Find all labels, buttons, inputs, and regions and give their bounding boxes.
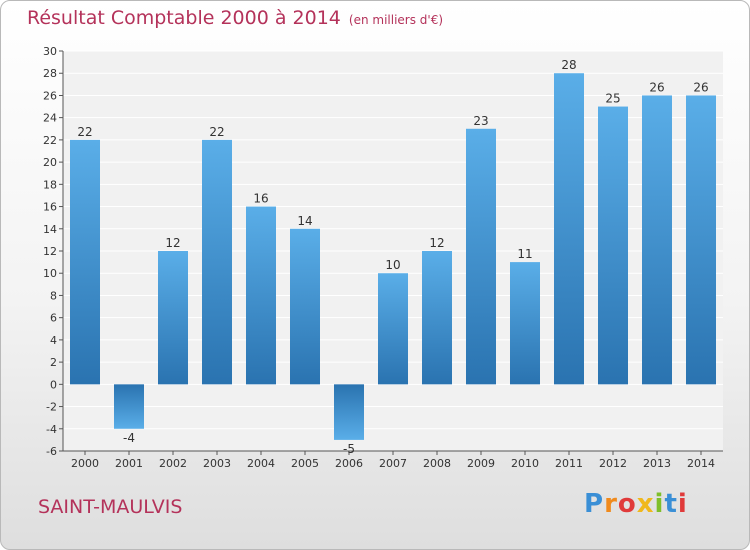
data-label: 12 [165, 236, 180, 250]
y-tick-label: 12 [43, 245, 57, 258]
y-tick-label: 0 [50, 378, 57, 391]
x-tick-label: 2003 [203, 457, 231, 470]
data-label: 10 [385, 258, 400, 272]
commune-name: SAINT-MAULVIS [38, 496, 183, 518]
bar [642, 95, 672, 385]
y-tick-label: 18 [43, 178, 57, 191]
y-tick-label: 26 [43, 89, 57, 102]
data-label: -4 [123, 431, 135, 445]
bars [70, 73, 716, 440]
y-tick-label: 6 [50, 312, 57, 325]
bar [554, 73, 584, 385]
data-label: 22 [209, 125, 224, 139]
data-label: 26 [693, 80, 708, 94]
data-label: 14 [297, 214, 312, 228]
x-tick-label: 2013 [643, 457, 671, 470]
data-labels: 22 -4 12 22 16 14 -5 10 12 23 11 28 25 26 26 [77, 58, 708, 456]
logo-letter: i [677, 489, 688, 519]
data-label: 22 [77, 125, 92, 139]
bar [598, 106, 628, 385]
chart-unit: (en milliers d'€) [348, 13, 444, 27]
logo-letter: r [604, 489, 618, 519]
data-label: 28 [561, 58, 576, 72]
x-tick-label: 2008 [423, 457, 451, 470]
x-tick-label: 2000 [71, 457, 99, 470]
x-tick-label: 2002 [159, 457, 187, 470]
logo-letter: P [584, 489, 605, 519]
x-tick-label: 2005 [291, 457, 319, 470]
y-tick-label: 24 [43, 112, 57, 125]
logo-letter: o [617, 489, 637, 519]
x-tick-label: 2010 [511, 457, 539, 470]
y-tick-label: -2 [46, 401, 57, 414]
x-tick-label: 2009 [467, 457, 495, 470]
y-tick-label: 22 [43, 134, 57, 147]
bar [334, 384, 364, 440]
chart-title-text: Résultat Comptable 2000 à 2014 [27, 7, 341, 29]
x-tick-label: 2004 [247, 457, 275, 470]
x-tick-label: 2006 [335, 457, 363, 470]
logo-letter: x [636, 489, 655, 519]
bar [158, 251, 188, 385]
y-tick-label: 20 [43, 156, 57, 169]
y-tick-label: 2 [50, 356, 57, 369]
bar [114, 384, 144, 429]
data-label: 16 [253, 192, 268, 206]
data-label: 11 [517, 247, 532, 261]
x-tick-label: 2014 [687, 457, 715, 470]
data-label: 26 [649, 80, 664, 94]
bar [686, 95, 716, 385]
bar [422, 251, 452, 385]
y-tick-label: 30 [43, 45, 57, 58]
y-tick-label: -6 [46, 445, 57, 458]
y-tick-label: 4 [50, 334, 57, 347]
proxiti-logo[interactable]: Proxiti [584, 489, 688, 519]
bar [510, 262, 540, 385]
x-tick-label: 2001 [115, 457, 143, 470]
chart-title: Résultat Comptable 2000 à 2014 (en millie… [27, 7, 443, 29]
x-tick-label: 2007 [379, 457, 407, 470]
y-tick-label: 14 [43, 223, 57, 236]
data-label: -5 [343, 442, 355, 456]
x-tick-label: 2011 [555, 457, 583, 470]
bar [378, 273, 408, 385]
y-tick-label: 28 [43, 67, 57, 80]
data-label: 23 [473, 114, 488, 128]
y-tick-label: 16 [43, 201, 57, 214]
bar [290, 228, 320, 385]
y-tick-label: -4 [46, 423, 57, 436]
data-label: 25 [605, 92, 620, 106]
bar [202, 139, 232, 385]
bar [466, 128, 496, 385]
data-label: 12 [429, 236, 444, 250]
logo-letter: t [664, 489, 678, 519]
bar [246, 206, 276, 385]
y-tick-label: 8 [50, 289, 57, 302]
bar [70, 139, 100, 385]
logo-letter: i [654, 489, 665, 519]
y-tick-label: 10 [43, 267, 57, 280]
x-tick-label: 2012 [599, 457, 627, 470]
